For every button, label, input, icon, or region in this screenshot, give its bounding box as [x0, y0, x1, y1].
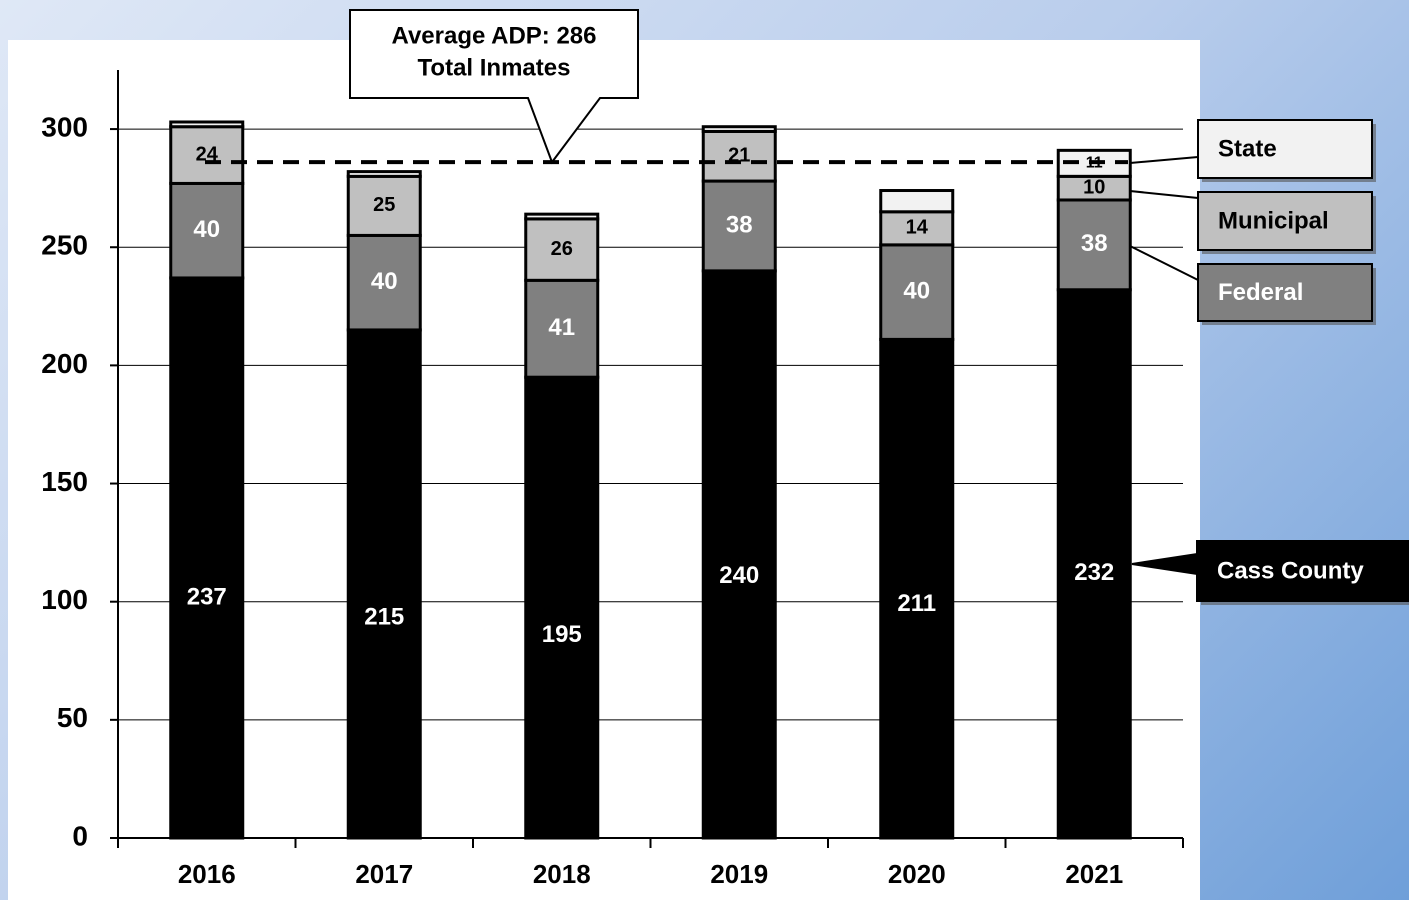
data-label: 237 [187, 583, 227, 610]
data-label: 195 [542, 621, 582, 648]
bar-segment [879, 189, 955, 214]
bar-segment [346, 233, 422, 332]
legend-label: Federal [1218, 279, 1303, 306]
data-label: 38 [1081, 230, 1108, 257]
legend-box [1196, 540, 1409, 602]
x-tick-label: 2018 [533, 859, 591, 889]
annotation-text: Average ADP: 286 [392, 22, 597, 49]
data-label: 10 [1083, 176, 1105, 198]
data-label: 26 [551, 238, 573, 260]
x-tick-label: 2017 [355, 859, 413, 889]
annotation-text: Total Inmates [418, 54, 571, 81]
legend-box [1197, 263, 1373, 322]
x-tick-label: 2021 [1065, 859, 1123, 889]
legend-box [1197, 191, 1373, 251]
legend-label: Cass County [1217, 557, 1364, 584]
y-tick-label: 50 [57, 702, 88, 733]
legend-label: Municipal [1218, 207, 1329, 234]
callout [1129, 190, 1199, 199]
bar-segment [524, 217, 600, 282]
y-tick-label: 100 [41, 584, 88, 615]
x-tick-label: 2020 [888, 859, 946, 889]
data-label: 40 [193, 216, 220, 243]
y-tick-label: 150 [41, 466, 88, 497]
data-label: 38 [726, 211, 753, 238]
y-tick-label: 250 [41, 230, 88, 261]
bar-segment [701, 125, 777, 133]
bar-segment [169, 181, 245, 280]
data-label: 232 [1074, 559, 1114, 586]
bar-segment [346, 174, 422, 237]
bar-segment [524, 278, 600, 379]
bar-segment [524, 212, 600, 221]
data-label: 24 [196, 143, 219, 165]
bar-segment [169, 120, 245, 129]
bar-segment [346, 328, 422, 840]
data-label: 211 [897, 590, 936, 617]
data-label: 40 [903, 277, 930, 304]
data-label: 215 [364, 603, 404, 630]
callout [1129, 156, 1199, 164]
callout [1129, 245, 1199, 281]
data-label: 25 [373, 194, 395, 216]
bar-segment [879, 337, 955, 840]
bar-segment [524, 375, 600, 840]
x-tick-label: 2016 [178, 859, 236, 889]
y-tick-label: 0 [72, 820, 88, 851]
legend-label: State [1218, 135, 1277, 162]
y-tick-label: 300 [41, 111, 88, 142]
bar-segment [701, 269, 777, 840]
data-label: 14 [906, 217, 929, 239]
bar-segment [346, 170, 422, 178]
annotation-box [349, 9, 639, 165]
y-tick-label: 200 [41, 348, 88, 379]
bar-segment [879, 243, 955, 341]
data-label: 40 [371, 268, 398, 295]
data-label: 240 [719, 562, 759, 589]
data-label: 41 [548, 314, 575, 341]
bar-segment [879, 210, 955, 247]
x-tick-label: 2019 [710, 859, 768, 889]
legend-box [1197, 119, 1373, 179]
marks [118, 120, 1183, 840]
bar-segment [169, 276, 245, 840]
